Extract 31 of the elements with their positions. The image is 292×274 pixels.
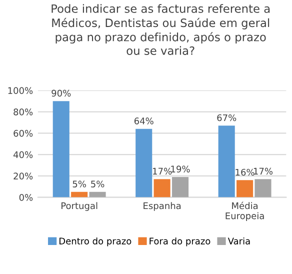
bar [89,192,106,198]
legend-label: Dentro do prazo [60,237,132,246]
data-label: 5% [72,180,86,188]
data-label: 17% [153,168,172,175]
data-label: 67% [217,114,236,122]
data-label: 19% [171,166,190,172]
x-tick-label: Portugal [62,202,98,211]
bar [254,179,272,198]
data-label: 16% [236,168,254,176]
x-tick-label: Média Europeia [226,202,264,221]
bar [71,192,88,198]
bar [236,180,254,198]
legend-label: Varia [228,237,250,244]
x-tick-label: Espanha [144,202,181,211]
data-label: 64% [134,118,154,124]
y-tick-label: 100% [8,87,33,94]
legend-label: Fora do prazo [150,237,210,246]
y-tick-label: 80% [14,108,33,116]
chart-title: Pode indicar se as facturas referente a Médicos, Dentistas ou Saúde em geral paga no prazo definido, após o prazo ou se varia? [52,4,270,55]
y-tick-label: 20% [14,172,33,180]
y-tick-label: 60% [14,130,33,137]
y-tick-label: 0% [19,194,33,201]
data-label: 90% [52,90,71,97]
data-label: 5% [91,180,104,188]
bar [218,126,235,198]
bar [154,179,170,198]
bar [52,101,70,198]
bar [172,176,189,198]
y-tick-label: 40% [13,151,33,158]
bar [136,128,152,198]
data-label: 17% [254,168,273,175]
